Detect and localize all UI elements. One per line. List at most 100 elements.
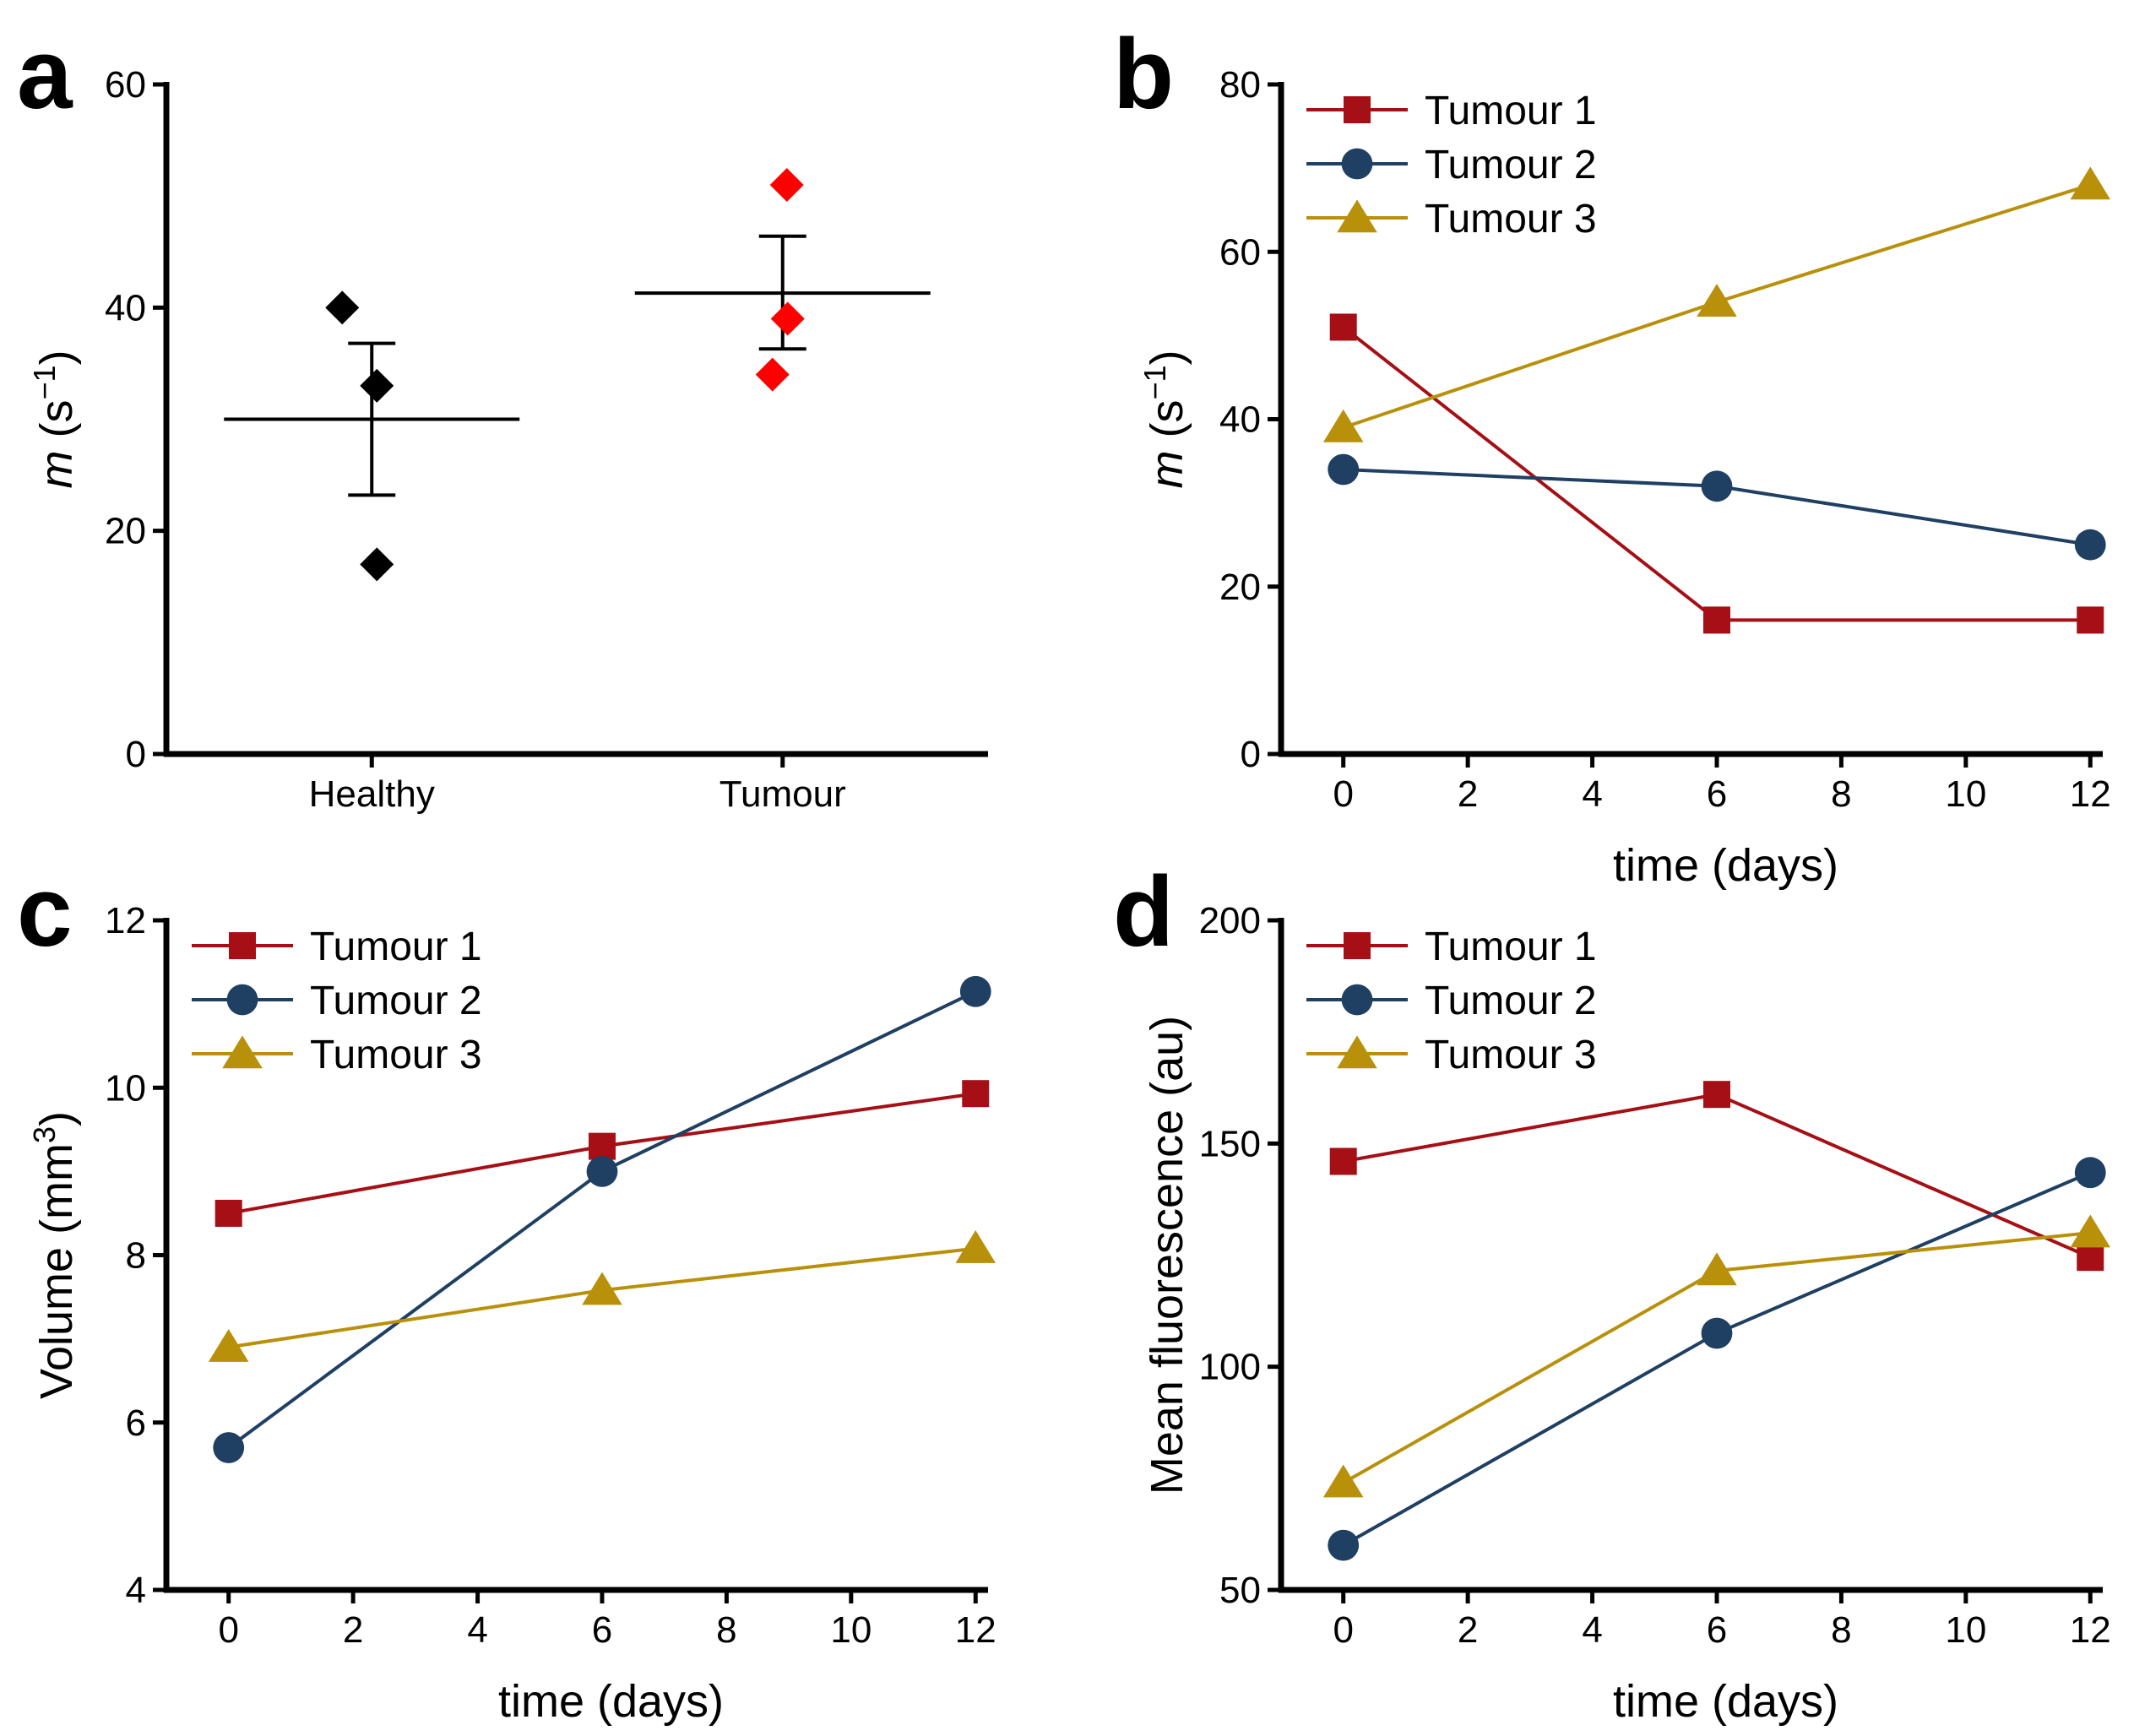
data-point bbox=[588, 1132, 616, 1160]
series-tumour-3 bbox=[1322, 1214, 2111, 1498]
legend-item: Tumour 1 bbox=[1306, 925, 1597, 969]
data-point bbox=[1697, 1252, 1737, 1286]
data-point bbox=[1701, 1317, 1733, 1349]
data-point bbox=[1329, 313, 1357, 341]
x-tick-label: 2 bbox=[1458, 773, 1478, 815]
series-line bbox=[1342, 1170, 2092, 1547]
data-point bbox=[1702, 606, 1730, 634]
legend-label: Tumour 3 bbox=[1425, 197, 1597, 241]
x-tick-label: 4 bbox=[1582, 1609, 1602, 1651]
x-tick-label: 8 bbox=[1831, 773, 1851, 815]
x-tick-label: 10 bbox=[1945, 773, 1986, 815]
legend-label: Tumour 2 bbox=[1425, 143, 1597, 187]
data-point bbox=[2077, 1244, 2104, 1272]
y-tick-label: 12 bbox=[105, 900, 146, 941]
data-point bbox=[582, 1272, 622, 1305]
y-tick-label: 80 bbox=[1219, 64, 1261, 106]
y-tick-label: 100 bbox=[1199, 1347, 1261, 1388]
y-tick-label: 20 bbox=[105, 511, 146, 552]
data-point bbox=[1702, 1081, 1730, 1109]
legend-item: Tumour 2 bbox=[1306, 143, 1597, 187]
y-tick-label: 6 bbox=[126, 1402, 146, 1444]
legend-item: Tumour 1 bbox=[1306, 89, 1597, 133]
legend-label: Tumour 3 bbox=[310, 1033, 482, 1077]
legend: Tumour 1 Tumour 2 Tumour 3 bbox=[1306, 925, 1597, 1077]
x-tick-label: 12 bbox=[2070, 1609, 2111, 1651]
group-tumour bbox=[634, 167, 931, 392]
panel-d: d 50 100 150 200 Mean fluorescence (au) 0 2 4 6 8 1… bbox=[1113, 856, 2111, 1727]
y-tick-label: 200 bbox=[1199, 900, 1261, 941]
y-axis-title-sup: −1 bbox=[27, 365, 62, 399]
legend: Tumour 1 Tumour 2 Tumour 3 bbox=[192, 925, 482, 1077]
series-line bbox=[1343, 1093, 2092, 1259]
y-tick-label: 150 bbox=[1199, 1123, 1261, 1164]
legend-marker bbox=[1337, 1035, 1377, 1069]
group-healthy bbox=[224, 290, 520, 582]
y-tick-label: 8 bbox=[126, 1235, 146, 1277]
data-point bbox=[1322, 1464, 1364, 1498]
x-tick-label: 0 bbox=[218, 1609, 238, 1651]
data-point bbox=[2070, 166, 2111, 200]
legend-marker bbox=[1344, 932, 1371, 959]
x-category-label: Tumour bbox=[719, 773, 846, 815]
legend-marker bbox=[1344, 96, 1371, 123]
legend: Tumour 1 Tumour 2 Tumour 3 bbox=[1306, 89, 1597, 241]
y-axis-title-unit: (s bbox=[31, 400, 82, 438]
legend-item: Tumour 3 bbox=[1306, 1033, 1597, 1077]
data-point bbox=[2077, 606, 2104, 634]
data-point bbox=[959, 975, 991, 1007]
y-tick-label: 40 bbox=[1219, 399, 1261, 441]
legend-item: Tumour 1 bbox=[192, 925, 482, 969]
panel-a: a 0 20 40 60 m (s−1) Healthy Tumour bbox=[17, 19, 988, 815]
x-tick-label: 2 bbox=[1458, 1609, 1478, 1651]
y-axis-title: m (s−1) bbox=[27, 350, 82, 488]
legend-marker bbox=[226, 984, 258, 1016]
legend-item: Tumour 2 bbox=[192, 979, 482, 1023]
x-tick-label: 8 bbox=[1831, 1609, 1851, 1651]
data-point bbox=[214, 1199, 242, 1227]
x-axis-title: time (days) bbox=[1613, 840, 1838, 891]
y-axis-title: Volume (mm3) bbox=[27, 1111, 82, 1399]
y-axis-title-unit: Mean fluorescence (au) bbox=[1142, 1016, 1192, 1495]
legend-label: Tumour 2 bbox=[1425, 979, 1597, 1023]
x-tick-label: 4 bbox=[467, 1609, 487, 1651]
data-point bbox=[755, 357, 790, 392]
y-axis-title-sup: −1 bbox=[1138, 365, 1172, 399]
x-tick-label: 12 bbox=[2070, 773, 2111, 815]
x-tick-label: 8 bbox=[716, 1609, 736, 1651]
x-tick-label: 10 bbox=[830, 1609, 872, 1651]
legend-marker bbox=[229, 932, 256, 959]
data-point bbox=[962, 1080, 990, 1108]
x-tick-label: 0 bbox=[1333, 773, 1353, 815]
legend-marker bbox=[1341, 984, 1373, 1016]
legend-label: Tumour 1 bbox=[1425, 89, 1597, 133]
y-axis-title: m (s−1) bbox=[1138, 350, 1192, 488]
legend-marker bbox=[1341, 148, 1373, 180]
data-point bbox=[770, 301, 805, 336]
series-tumour-2 bbox=[1328, 453, 2106, 561]
data-point bbox=[1322, 409, 1364, 442]
y-tick-label: 60 bbox=[1219, 231, 1261, 273]
y-tick-label: 4 bbox=[126, 1570, 146, 1611]
data-point bbox=[1329, 1147, 1357, 1175]
x-tick-label: 10 bbox=[1945, 1609, 1986, 1651]
x-axis-title: time (days) bbox=[498, 1676, 724, 1727]
series-tumour-3 bbox=[1322, 166, 2111, 442]
data-point bbox=[2070, 1214, 2111, 1248]
legend-label: Tumour 3 bbox=[1425, 1033, 1597, 1077]
x-tick-label: 12 bbox=[955, 1609, 996, 1651]
y-tick-label: 60 bbox=[105, 64, 146, 106]
y-axis-title-close: ) bbox=[31, 1111, 82, 1126]
x-axis-title: time (days) bbox=[1613, 1676, 1838, 1727]
legend-item: Tumour 3 bbox=[1306, 197, 1597, 241]
series-tumour-3 bbox=[208, 1229, 996, 1362]
data-point bbox=[2074, 1157, 2106, 1189]
data-point bbox=[1328, 453, 1360, 486]
y-axis-title-sup: 3 bbox=[27, 1126, 62, 1143]
panel-letter: a bbox=[17, 19, 73, 130]
data-point bbox=[1328, 1529, 1360, 1561]
y-axis-title-unit: (s bbox=[1142, 400, 1192, 438]
series-tumour-1 bbox=[1329, 1081, 2104, 1272]
legend-marker bbox=[222, 1035, 263, 1069]
